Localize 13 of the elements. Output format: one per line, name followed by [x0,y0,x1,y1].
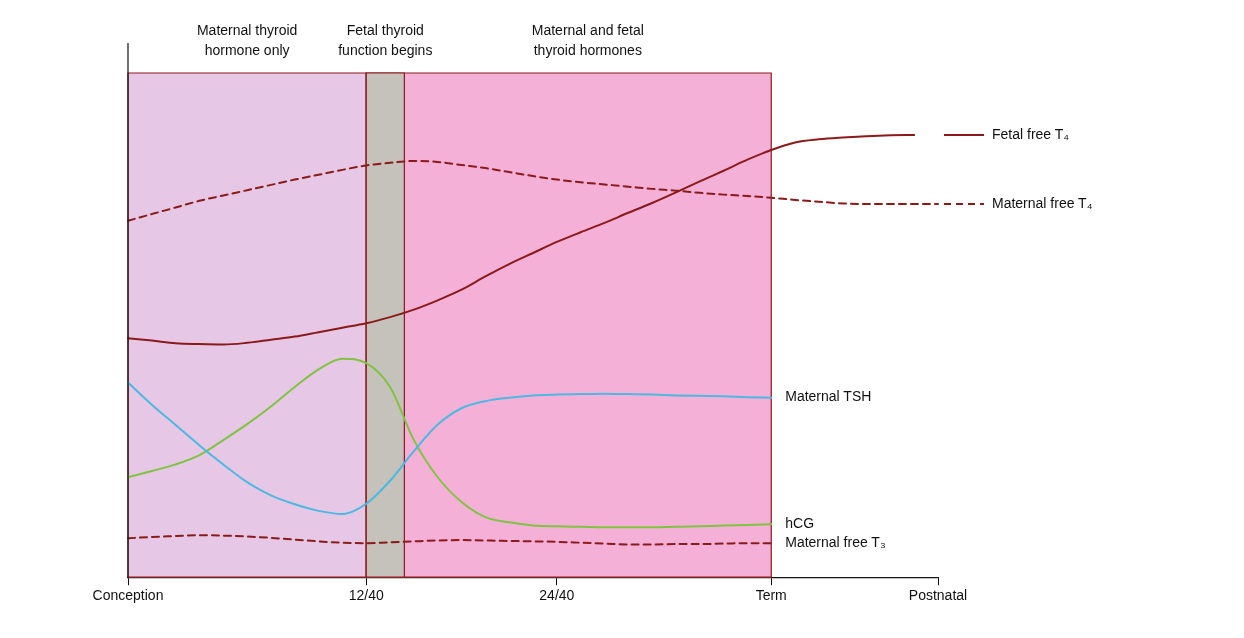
band-label: Maternal thyroid hormone only [196,22,298,58]
x-tick-label: 24/40 [539,587,575,604]
legend-label: Maternal free T₄ [992,194,1093,211]
x-tick-label: Postnatal [908,587,968,604]
text: Fetal thyroid function begins [338,22,433,58]
x-tick-label: 12/40 [348,587,384,604]
series-label: Maternal TSH [785,388,872,405]
legend-label: Fetal free T₄ [992,125,1070,142]
x-tick-label: Conception [92,587,164,604]
series-label: Maternal free T₃ [785,534,886,550]
series-label: hCG [785,514,815,531]
text: Maternal and fetal thyroid hormones [531,22,644,58]
x-tick-label: Term [755,587,787,604]
